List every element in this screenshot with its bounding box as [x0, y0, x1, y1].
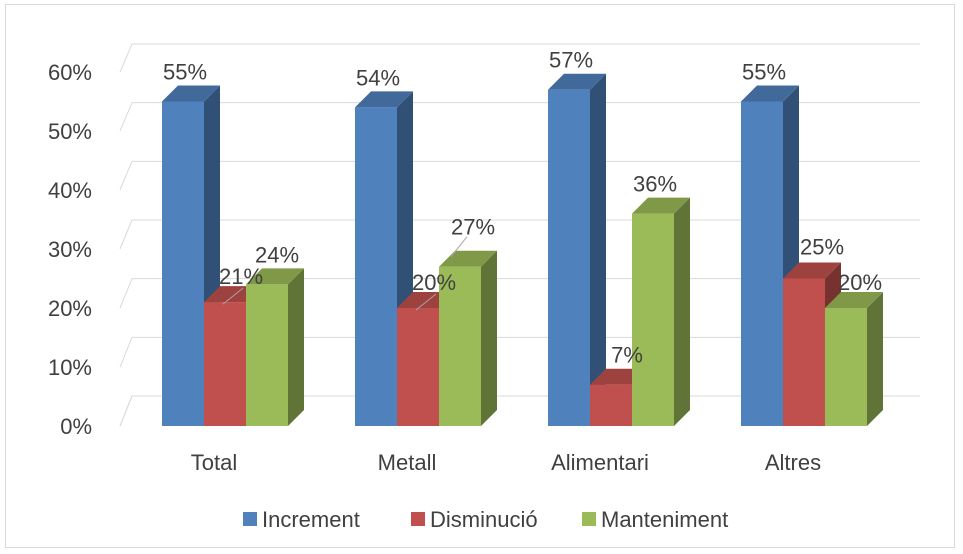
bar [397, 308, 439, 426]
leader-line [450, 236, 468, 258]
bar [590, 384, 632, 426]
leader-line [222, 287, 244, 305]
y-tick-label: 40% [48, 178, 92, 203]
bar-top [246, 268, 304, 285]
bar-side [867, 292, 883, 426]
grid-diagonal [119, 102, 133, 132]
bar [548, 89, 590, 426]
y-tick-label: 20% [48, 296, 92, 321]
data-label: 27% [451, 215, 495, 240]
bar-side [590, 73, 606, 426]
grid-diagonal [119, 337, 133, 368]
legend-label: Increment [262, 507, 360, 532]
legend-label: Manteniment [601, 507, 728, 532]
data-label: 24% [255, 242, 299, 267]
bar-top [355, 91, 413, 108]
bar-top [439, 250, 497, 267]
data-label: 55% [163, 60, 207, 85]
bar-top [632, 197, 690, 214]
data-label: 25% [800, 235, 844, 260]
data-label: 7% [611, 343, 643, 368]
bar [632, 213, 674, 426]
bar [162, 101, 204, 426]
x-axis: Total Metall Alimentari Altres [191, 450, 821, 475]
y-tick-label: 30% [48, 237, 92, 262]
bar-side [674, 197, 690, 426]
x-tick-label: Alimentari [551, 450, 649, 475]
x-tick-label: Metall [378, 450, 437, 475]
bar-top [162, 85, 220, 102]
y-tick-label: 60% [48, 60, 92, 85]
bar [783, 278, 825, 426]
bar-side [481, 250, 497, 426]
legend: Increment Disminució Manteniment [243, 507, 728, 532]
y-axis: 0% 10% 20% 30% 40% 50% 60% [48, 60, 92, 439]
y-tick-label: 50% [48, 119, 92, 144]
legend-swatch [411, 512, 425, 526]
grid-diagonal [119, 278, 133, 309]
bar [204, 302, 246, 426]
legend-item: Disminució [411, 507, 538, 532]
bar-top [783, 262, 841, 279]
legend-swatch [243, 512, 257, 526]
legend-item: Increment [243, 507, 360, 532]
grid-diagonal [119, 161, 133, 191]
legend-swatch [582, 512, 596, 526]
leader-line [415, 293, 437, 311]
x-tick-label: Altres [765, 450, 821, 475]
bar [741, 101, 783, 426]
legend-label: Disminució [430, 507, 538, 532]
data-label: 20% [838, 270, 882, 295]
data-label: 57% [549, 48, 593, 73]
data-labels: 55% 21%24% 54% 20% 27% 57% 7% 36% 55% 25% 20% [163, 48, 882, 368]
bar [439, 266, 481, 426]
bar [246, 284, 288, 426]
bar [355, 107, 397, 427]
grid-diagonal [119, 43, 133, 73]
y-tick-label: 0% [60, 414, 92, 439]
bars [162, 73, 883, 427]
data-label: 20% [412, 270, 456, 295]
data-label: 54% [356, 65, 400, 90]
floor-edge [119, 395, 133, 427]
data-label: 21% [219, 264, 263, 289]
grid-diagonal [119, 219, 133, 250]
bar-side [288, 268, 304, 426]
legend-item: Manteniment [582, 507, 728, 532]
bar-top [548, 73, 606, 90]
bar [825, 308, 867, 426]
x-tick-label: Total [191, 450, 237, 475]
data-label: 55% [742, 60, 786, 85]
data-label: 36% [633, 172, 677, 197]
y-tick-label: 10% [48, 355, 92, 380]
bar-top [825, 292, 883, 308]
bar-top [741, 85, 799, 102]
